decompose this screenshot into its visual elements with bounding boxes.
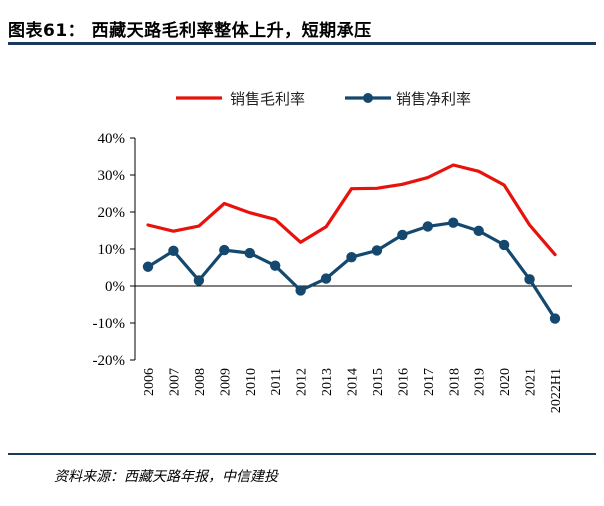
y-tick-label: 30% [98, 168, 126, 184]
y-tick-label: 20% [98, 205, 126, 221]
x-tick-label: 2011 [269, 368, 284, 395]
y-tick-label: -10% [93, 316, 126, 332]
y-tick-label: 10% [98, 242, 126, 258]
x-tick-label: 2015 [371, 368, 386, 396]
x-tick-label: 2013 [320, 368, 335, 396]
x-tick-label: 2018 [447, 368, 462, 396]
data-point [219, 244, 230, 256]
x-tick-label: 2012 [295, 368, 310, 396]
x-tick-label: 2021 [524, 368, 539, 396]
data-point [397, 229, 408, 241]
data-point [422, 221, 434, 232]
series-line-1 [146, 221, 557, 321]
chart-axes: -20% -10% 0% 10% 20% 30% 40% 2006 2007 2008 2009 20… [93, 131, 572, 413]
x-tick-label: 2014 [346, 368, 361, 396]
series-line-0 [146, 163, 557, 257]
x-tick-label: 2017 [422, 368, 437, 396]
legend-marker [363, 93, 373, 103]
data-point [295, 285, 306, 296]
header-divider [8, 42, 596, 45]
data-point [320, 273, 332, 284]
y-tick-label: -20% [93, 353, 126, 369]
x-tick-label: 2010 [244, 368, 259, 396]
x-tick-label: 2006 [142, 368, 157, 396]
data-point [448, 217, 459, 228]
data-point [346, 251, 357, 263]
chart-legend: 销售毛利率 销售净利率 [176, 90, 471, 108]
data-point [269, 260, 281, 271]
figure-title: 图表61： 西藏天路毛利率整体上升，短期承压 [8, 21, 372, 41]
source-note: 资料来源：西藏天路年报，中信建投 [54, 469, 278, 485]
x-tick-label: 2009 [218, 368, 233, 396]
data-point [142, 261, 154, 272]
x-tick-label: 2022H1 [549, 368, 564, 413]
x-tick-label: 2019 [473, 368, 488, 396]
y-tick-label: 0% [105, 279, 125, 295]
data-point [524, 274, 535, 285]
data-point [244, 247, 255, 259]
x-tick-label: 2020 [498, 368, 513, 396]
x-tick-label: 2008 [193, 368, 208, 396]
legend-label: 销售净利率 [396, 90, 471, 108]
data-point [371, 245, 383, 256]
data-point [498, 239, 510, 251]
x-tick-label: 2007 [167, 368, 182, 396]
data-point [549, 313, 561, 324]
x-tick-label: 2016 [396, 368, 411, 396]
data-point [168, 245, 179, 257]
footer-divider [8, 453, 596, 455]
chart-series [142, 163, 561, 324]
data-point [193, 275, 205, 286]
data-point [473, 225, 484, 237]
y-tick-label: 40% [98, 131, 126, 147]
legend-label: 销售毛利率 [230, 90, 305, 108]
line-chart: 销售毛利率 销售净利率 -20% -10% 0% 10% 20% 30% 40% 2006 200… [93, 90, 572, 413]
